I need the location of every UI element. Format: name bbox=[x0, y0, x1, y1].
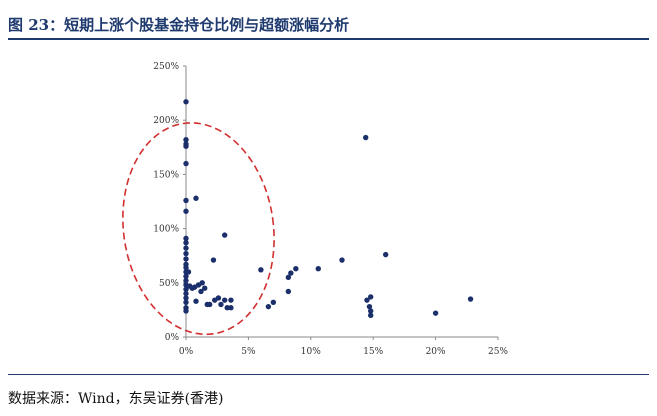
data-point bbox=[228, 305, 234, 311]
data-point bbox=[183, 197, 189, 204]
data-point bbox=[364, 297, 370, 303]
data-point bbox=[368, 294, 374, 300]
data-point bbox=[183, 299, 189, 306]
data-points bbox=[183, 99, 474, 319]
highlight-ellipse-group bbox=[122, 122, 275, 336]
data-point bbox=[368, 308, 374, 314]
data-point bbox=[183, 295, 189, 301]
data-point bbox=[218, 301, 224, 308]
data-point bbox=[183, 160, 189, 167]
data-point bbox=[221, 297, 228, 303]
x-tick-label: 15% bbox=[363, 347, 383, 357]
data-point bbox=[193, 298, 199, 304]
y-tick-label: 50% bbox=[159, 279, 179, 289]
data-point bbox=[202, 285, 208, 291]
data-point bbox=[198, 288, 204, 295]
data-point bbox=[183, 286, 189, 293]
data-point bbox=[183, 245, 189, 251]
data-point bbox=[183, 250, 189, 257]
data-point bbox=[185, 269, 192, 275]
data-point bbox=[285, 288, 292, 295]
data-point bbox=[221, 232, 228, 238]
data-point bbox=[207, 301, 213, 308]
y-tick-label: 200% bbox=[153, 116, 179, 126]
data-point bbox=[183, 99, 189, 105]
chart-axes: 0% 5% 10% 15% 20% 25% 0% 50% 100% 150% 200% 250% bbox=[153, 62, 508, 357]
data-point bbox=[193, 195, 199, 201]
x-tick-label: 5% bbox=[241, 347, 256, 357]
data-point bbox=[293, 266, 299, 272]
source-rule bbox=[8, 374, 649, 375]
data-point bbox=[215, 295, 222, 301]
y-tick-label: 100% bbox=[153, 225, 179, 235]
data-point bbox=[224, 305, 230, 311]
data-point bbox=[183, 208, 189, 214]
data-point bbox=[382, 251, 389, 258]
data-point bbox=[366, 303, 373, 310]
source-note: 数据来源：Wind，东吴证券(香港) bbox=[8, 391, 224, 407]
data-point bbox=[210, 257, 217, 263]
data-point bbox=[183, 235, 189, 242]
data-point bbox=[183, 239, 189, 246]
y-tick-label: 150% bbox=[153, 170, 179, 180]
data-point bbox=[258, 267, 264, 273]
data-point bbox=[270, 299, 277, 306]
data-point bbox=[339, 257, 345, 263]
y-tick-label: 0% bbox=[165, 333, 180, 343]
x-tick-label: 25% bbox=[488, 347, 508, 357]
data-point bbox=[363, 134, 369, 141]
title-rule bbox=[8, 38, 649, 40]
x-tick-label: 10% bbox=[301, 347, 321, 357]
data-point bbox=[183, 143, 189, 149]
data-point bbox=[183, 137, 189, 143]
data-point bbox=[183, 308, 189, 314]
figure-title: 图 23：短期上涨个股基金持仓比例与超额涨幅分析 bbox=[8, 16, 350, 34]
data-point bbox=[288, 270, 294, 276]
y-tick-label: 250% bbox=[153, 62, 179, 72]
data-point bbox=[432, 310, 439, 316]
data-point bbox=[368, 312, 374, 319]
data-point bbox=[183, 273, 189, 279]
data-point bbox=[183, 256, 189, 262]
data-point bbox=[467, 296, 474, 302]
data-point bbox=[183, 264, 189, 271]
data-point bbox=[183, 290, 189, 297]
data-point bbox=[199, 280, 205, 286]
data-point bbox=[285, 274, 292, 281]
x-tick-label: 20% bbox=[426, 347, 446, 357]
data-point bbox=[265, 303, 272, 310]
data-point bbox=[183, 277, 189, 284]
x-tick-label: 0% bbox=[179, 347, 194, 357]
data-point bbox=[315, 266, 321, 272]
highlight-ellipse bbox=[122, 122, 275, 336]
data-point bbox=[228, 297, 234, 303]
